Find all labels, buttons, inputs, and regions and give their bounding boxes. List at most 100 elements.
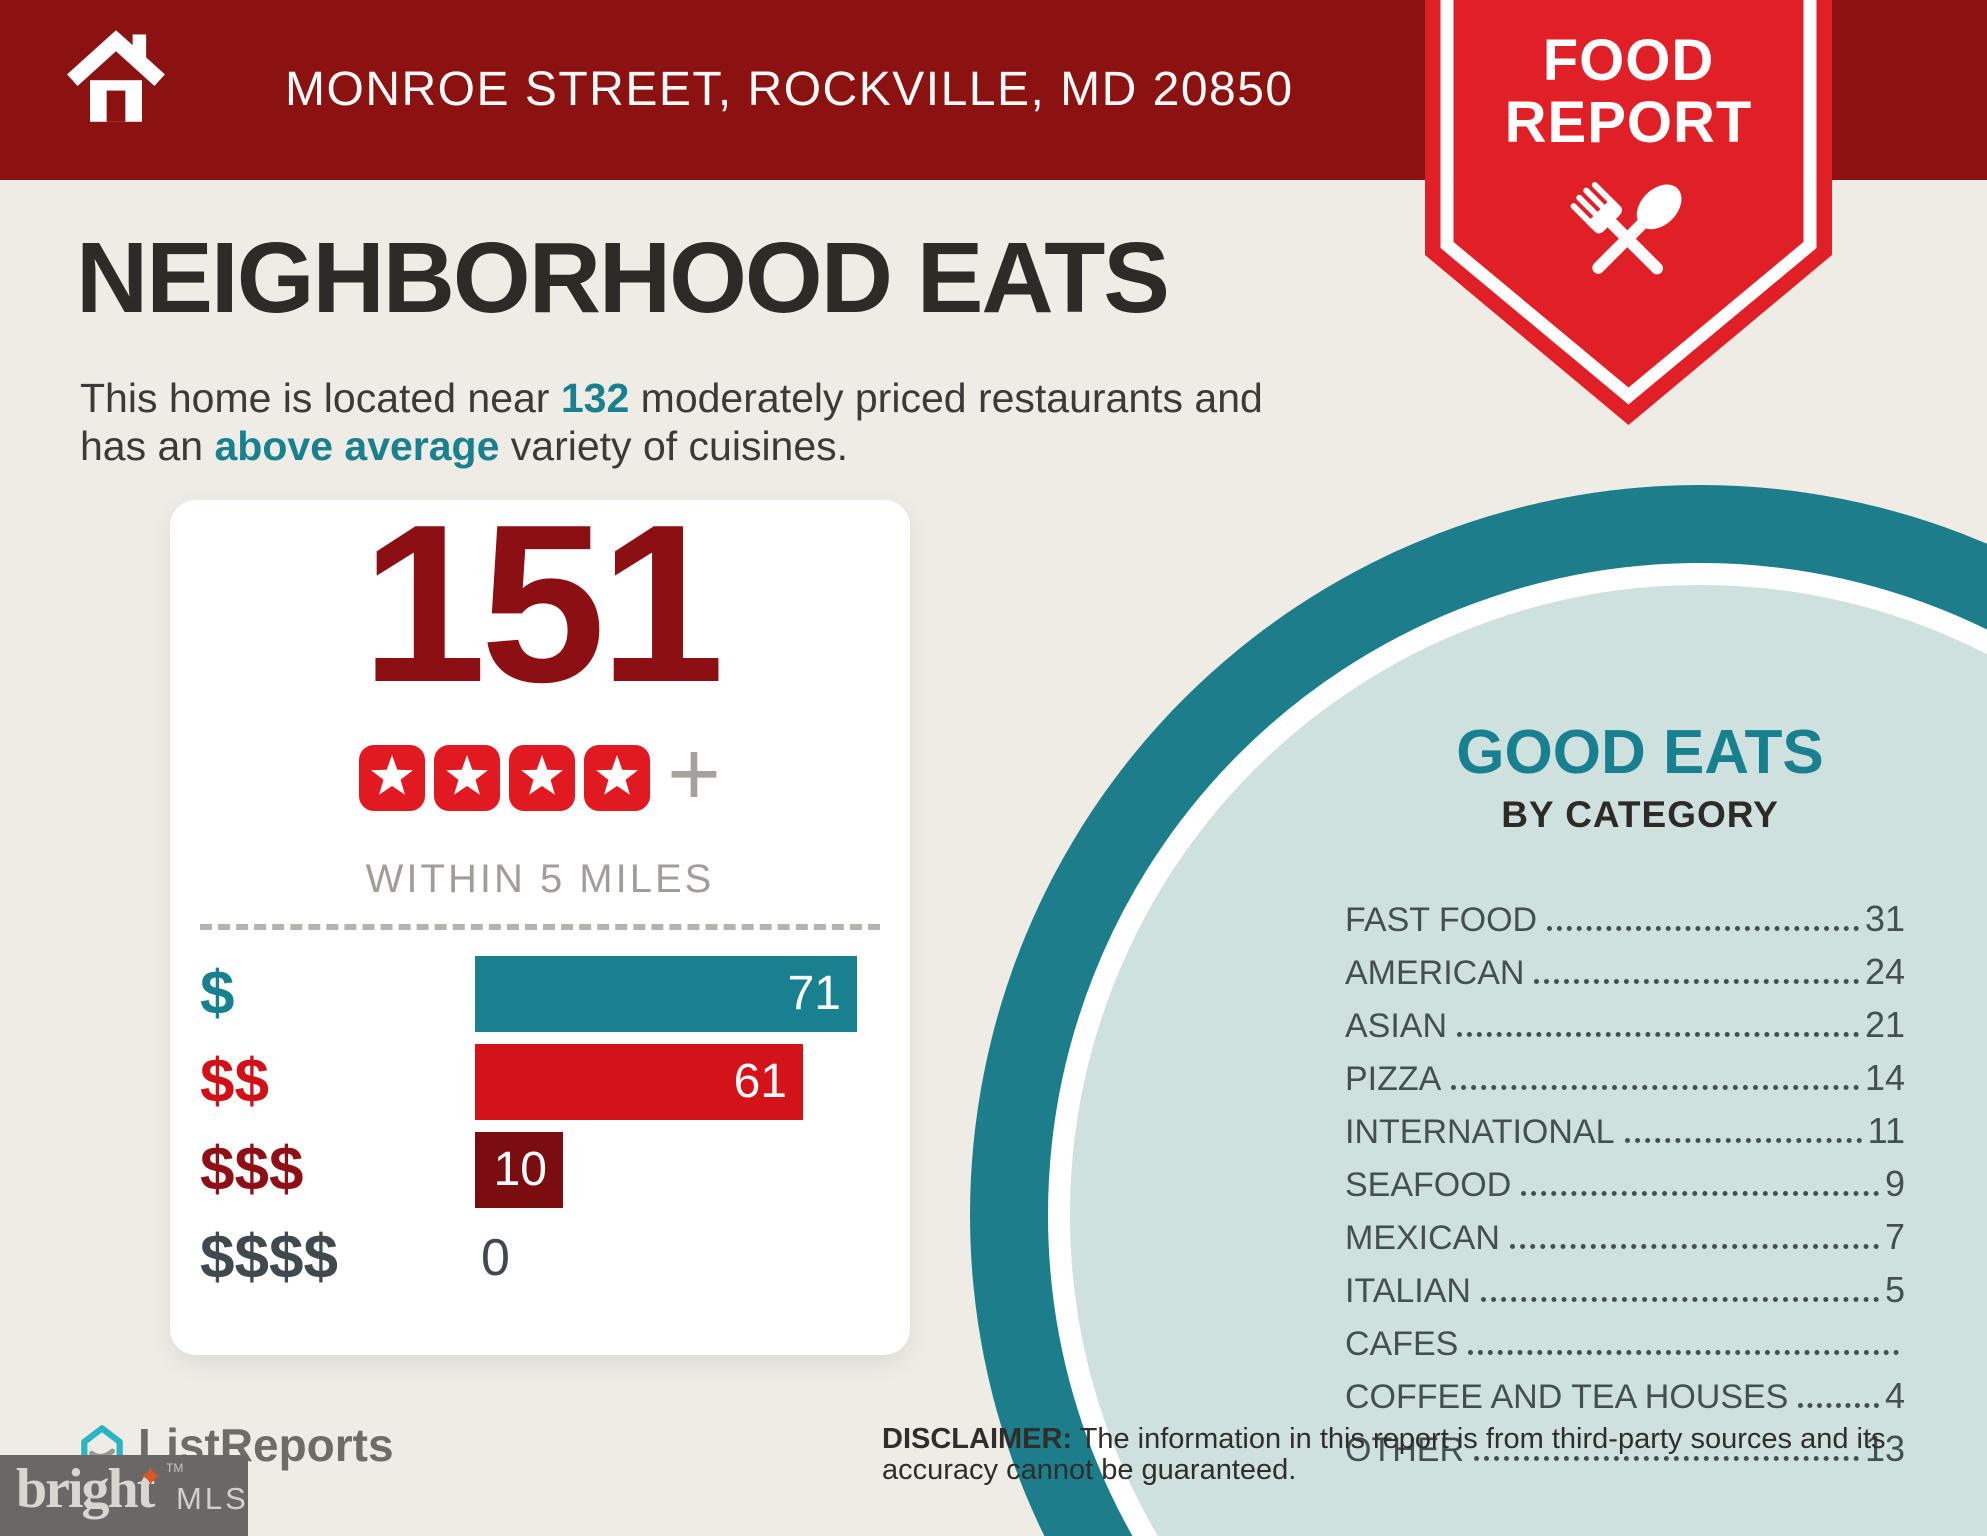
category-label: CAFES [1345, 1325, 1459, 1363]
category-value: 7 [1884, 1216, 1905, 1257]
bar: 10 [475, 1131, 563, 1208]
price-tier-label: $$$$ [200, 1222, 338, 1292]
category-row: SEAFOOD 9 [1345, 1158, 1905, 1211]
good-eats-title: GOOD EATS [1456, 718, 1824, 787]
bar: 71 [475, 955, 857, 1032]
category-label: INTERNATIONAL [1345, 1113, 1615, 1151]
bar-track: 10 [475, 1131, 870, 1208]
bar-value: 0 [481, 1228, 510, 1287]
category-row: PIZZA 14 [1345, 1052, 1905, 1105]
price-row: $$ 61 [200, 1043, 870, 1120]
category-label: AMERICAN [1345, 954, 1525, 992]
category-row: ASIAN 21 [1345, 999, 1905, 1052]
dotted-leader [1451, 1085, 1859, 1090]
dotted-leader [1798, 1403, 1879, 1408]
radius-label: WITHIN 5 MILES [365, 856, 715, 901]
ribbon-title-line1: FOOD [1542, 28, 1715, 93]
dotted-leader [1474, 1456, 1859, 1461]
category-value: 5 [1884, 1269, 1905, 1310]
star-icon [434, 744, 501, 811]
category-list: FAST FOOD 31 AMERICAN 24 ASIAN 21 PIZZA 14 INTER… [1345, 893, 1905, 1476]
price-tier-bar-chart: $71 $$ 61 $$$ 10 $$$$ 0 [170, 955, 910, 1296]
good-eats-subtitle: BY CATEGORY [1501, 794, 1779, 835]
price-tier-label: $ [200, 958, 235, 1028]
category-value: 31 [1864, 898, 1905, 939]
intro-segment: This home is located near [80, 375, 561, 421]
intro-segment: has an [80, 423, 215, 469]
category-row: AMERICAN 24 [1345, 946, 1905, 999]
property-address: MONROE STREET, ROCKVILLE, MD 20850 [285, 63, 1294, 116]
dotted-leader [1521, 1191, 1879, 1196]
dotted-leader [1624, 1138, 1862, 1143]
category-row: MEXICAN 7 [1345, 1211, 1905, 1264]
total-restaurant-count: 151 [361, 477, 724, 729]
category-label: OTHER [1345, 1431, 1464, 1469]
plus-sign: + [667, 722, 721, 825]
category-value: 4 [1884, 1375, 1905, 1416]
bar-value: 10 [493, 1142, 547, 1196]
brightmls-logo: bright ✦ TM MLS [0, 1455, 248, 1536]
spoon-fork-icon [1570, 181, 1682, 275]
ribbon-title-line2: REPORT [1504, 90, 1753, 155]
category-row: INTERNATIONAL 11 [1345, 1105, 1905, 1158]
summary-card: 151 + WITHIN 5 MILES $71 $$ 61 $$$ 10 $$$$ 0 [170, 477, 910, 1355]
star-rating: + [170, 728, 910, 820]
category-label: ITALIAN [1345, 1272, 1471, 1310]
bar-track: 0 [475, 1220, 870, 1296]
category-value: 11 [1867, 1110, 1905, 1151]
category-value: 13 [1864, 1428, 1905, 1469]
price-tier-label: $$$ [200, 1134, 304, 1204]
home-icon [67, 30, 165, 122]
bright-star-icon: ✦ [138, 1460, 164, 1495]
price-row: $$$ 10 [200, 1131, 870, 1208]
dotted-leader [1480, 1297, 1879, 1302]
category-value: 24 [1864, 951, 1905, 992]
dotted-leader [1457, 1032, 1859, 1037]
dashed-divider [200, 923, 880, 930]
category-row: FAST FOOD 31 [1345, 893, 1905, 946]
price-row: $$$$ 0 [200, 1220, 870, 1296]
category-label: COFFEE AND TEA HOUSES [1345, 1378, 1789, 1416]
category-row: ITALIAN 5 [1345, 1264, 1905, 1317]
category-row: CAFES [1345, 1317, 1905, 1370]
star-icon [509, 744, 576, 811]
star-icon [359, 744, 426, 811]
disclaimer-body: The information in this report is from t… [882, 1423, 1886, 1486]
dotted-leader [1547, 926, 1859, 931]
bar-track: 71 [475, 955, 870, 1032]
trademark-symbol: TM [166, 1461, 184, 1475]
restaurant-count: 132 [560, 375, 630, 421]
category-label: FAST FOOD [1345, 901, 1538, 939]
disclaimer-label: DISCLAIMER: [882, 1423, 1073, 1455]
ribbon-banner-shape [1425, 0, 1832, 425]
category-label: PIZZA [1345, 1060, 1442, 1098]
price-row: $71 [200, 955, 870, 1032]
dotted-leader [1468, 1350, 1899, 1355]
category-row: OTHER 13 [1345, 1423, 1905, 1476]
category-label: MEXICAN [1345, 1219, 1500, 1257]
category-label: ASIAN [1345, 1007, 1448, 1045]
bar: 61 [475, 1043, 803, 1120]
disclaimer-text: DISCLAIMER: The information in this repo… [882, 1424, 1912, 1486]
food-report-ribbon: FOOD REPORT [1425, 0, 1832, 430]
intro-segment: moderately priced restaurants and [629, 375, 1263, 421]
category-label: SEAFOOD [1345, 1166, 1512, 1204]
mls-wordmark: MLS [176, 1481, 249, 1516]
category-value: 9 [1884, 1163, 1905, 1204]
bright-wordmark: bright [16, 1458, 155, 1520]
intro-text: This home is located near 132 moderately… [80, 374, 1263, 470]
bar-track: 61 [475, 1043, 870, 1120]
intro-segment: variety of cuisines. [499, 423, 849, 469]
star-icon [584, 744, 651, 811]
page-title: NEIGHBORHOOD EATS [76, 222, 1170, 334]
dotted-leader [1534, 979, 1859, 984]
category-value: 14 [1864, 1057, 1905, 1098]
category-row: COFFEE AND TEA HOUSES 4 [1345, 1370, 1905, 1423]
category-value: 21 [1864, 1004, 1905, 1045]
price-tier-label: $$ [200, 1046, 269, 1116]
good-eats-panel: GOOD EATS BY CATEGORY FAST FOOD 31 AMERICA… [1345, 722, 1905, 1476]
bar-value: 61 [733, 1054, 787, 1108]
variety-highlight: above average [214, 423, 500, 469]
dotted-leader [1509, 1244, 1879, 1249]
